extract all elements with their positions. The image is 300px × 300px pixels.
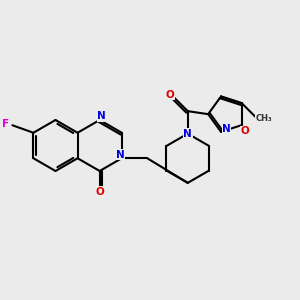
Text: N: N bbox=[116, 150, 124, 160]
Text: O: O bbox=[240, 126, 249, 136]
Text: N: N bbox=[183, 129, 192, 139]
Text: F: F bbox=[2, 119, 9, 129]
Text: CH₃: CH₃ bbox=[255, 114, 272, 123]
Text: N: N bbox=[222, 124, 231, 134]
Text: O: O bbox=[95, 187, 104, 197]
Text: O: O bbox=[165, 90, 174, 100]
Text: N: N bbox=[98, 111, 106, 122]
